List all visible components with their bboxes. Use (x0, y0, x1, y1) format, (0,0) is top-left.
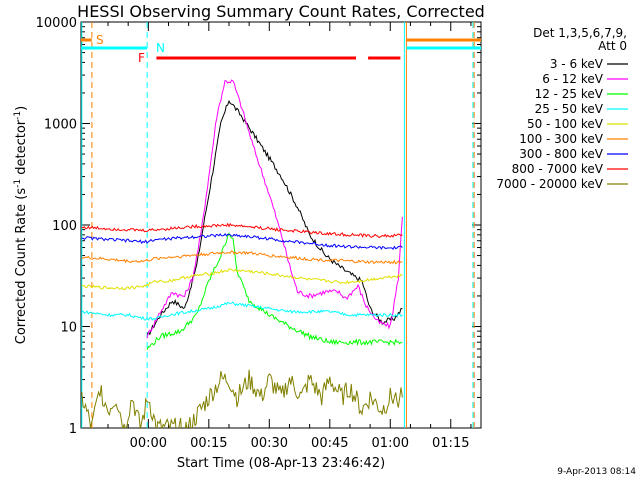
series-line (81, 369, 403, 428)
legend-header: Att 0 (598, 39, 627, 53)
data-layer (81, 22, 481, 428)
series-line (81, 233, 403, 251)
x-axis-label: Start Time (08-Apr-13 23:46:42) (177, 456, 385, 471)
y-axis-label-part: ) (14, 106, 29, 111)
y-tick-label: 10000 (36, 16, 77, 31)
plot-frame (80, 21, 482, 429)
legend-entry-label: 25 - 50 keV (535, 102, 604, 116)
series-line (146, 79, 403, 339)
y-axis-label-part: detector (14, 119, 29, 179)
legend-entry-label: 300 - 800 keV (519, 147, 603, 161)
chart-title: HESSI Observing Summary Count Rates, Cor… (77, 2, 485, 21)
legend-entry-label: 3 - 6 keV (550, 57, 604, 71)
flag-label-saa: S (96, 33, 104, 47)
legend-entry-label: 7000 - 20000 keV (496, 177, 603, 191)
series-line (81, 301, 403, 321)
flag-label-flare: F (138, 51, 145, 65)
y-axis-label-exponent: -1 (13, 179, 23, 188)
y-tick-label: 100 (52, 219, 77, 234)
x-tick-label: 00:00 (130, 436, 167, 451)
flag-label-night: N (156, 41, 165, 55)
legend-entry-label: 50 - 100 keV (527, 117, 604, 131)
x-tick-label: 01:00 (372, 436, 409, 451)
series-line (81, 268, 403, 290)
legend-entry-label: 800 - 7000 keV (512, 162, 604, 176)
legend-header: Det 1,3,5,6,7,9, (533, 26, 627, 40)
x-tick-label: 01:15 (432, 436, 469, 451)
series-line (146, 99, 403, 336)
x-tick-label: 00:15 (190, 436, 227, 451)
y-tick-label: 1 (69, 422, 77, 437)
series-line (81, 222, 403, 238)
x-tick-label: 00:45 (311, 436, 348, 451)
y-tick-label: 10 (60, 321, 77, 336)
y-axis-label-part: Corrected Count Rate (s (14, 188, 29, 345)
series-line (146, 231, 403, 350)
y-axis-label-exponent: -1 (13, 111, 23, 120)
legend-entry-label: 6 - 12 keV (542, 72, 604, 86)
series-line (81, 250, 403, 265)
footer-timestamp: 9-Apr-2013 08:14 (557, 467, 636, 477)
y-axis-label: Corrected Count Rate (s-1 detector-1) (13, 106, 29, 344)
y-tick-label: 1000 (44, 118, 77, 133)
legend-entry-label: 12 - 25 keV (535, 87, 604, 101)
legend-entry-label: 100 - 300 keV (519, 132, 603, 146)
x-tick-label: 00:30 (251, 436, 288, 451)
